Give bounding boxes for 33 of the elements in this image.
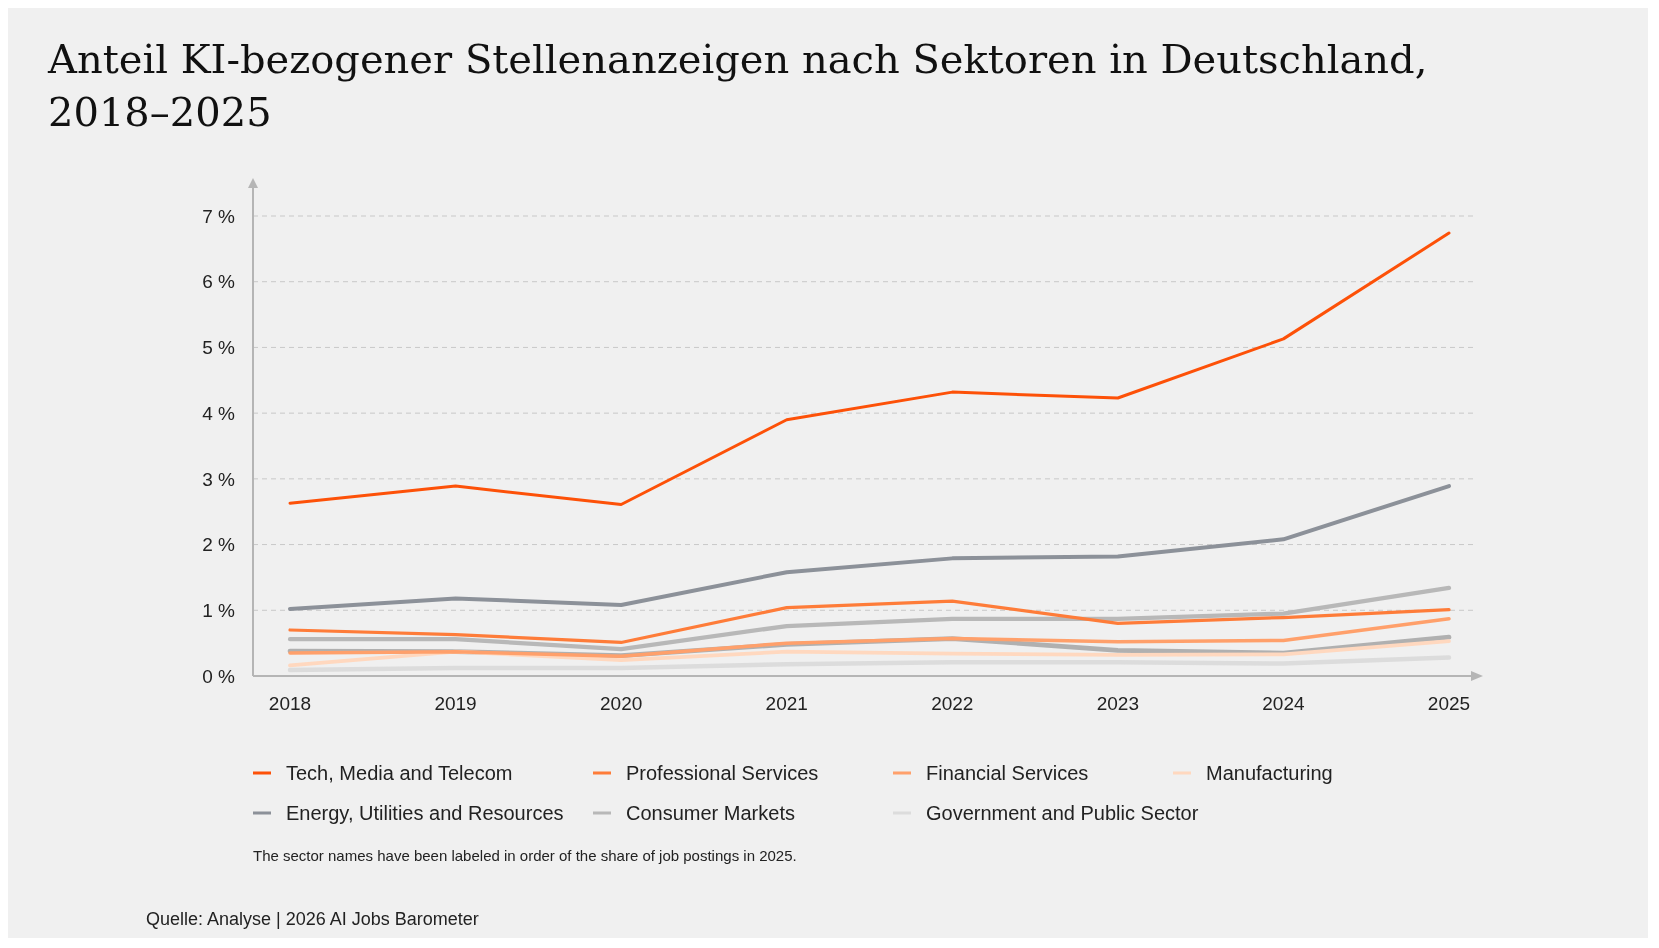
legend-label: Government and Public Sector [926,802,1199,824]
y-tick-label: 5 % [202,337,236,359]
y-tick-label: 7 % [202,205,236,227]
legend-label: Professional Services [626,762,819,784]
y-tick-label: 6 % [202,271,236,293]
x-tick-label: 2018 [268,693,312,714]
line-series [288,231,1451,506]
legend-label: Tech, Media and Telecom [286,762,513,784]
legend-label: Financial Services [926,762,1089,784]
x-tick-label: 2019 [434,693,477,714]
x-tick-label: 2024 [1262,693,1305,714]
legend-label: Consumer Markets [626,802,795,824]
line-series [287,585,1452,652]
y-tick-label: 4 % [202,402,236,424]
line-series [288,617,1451,659]
source-note: Quelle: Analyse | 2026 AI Jobs Barometer [146,909,479,929]
chart-title: Anteil KI-bezogener Stellenanzeigen nach Sektoren in Deutschland, 2018–2025 [47,36,1428,135]
y-tick-label: 2 % [202,534,236,556]
legend-label: Manufacturing [1206,762,1333,784]
text: The sector names have been labeled in order of the share of job postings in 2025. [253,847,797,864]
line-series [287,655,1452,673]
y-tick-label: 0 % [202,665,236,687]
y-tick-label: 1 % [202,599,236,621]
x-tick-label: 2023 [1096,693,1139,714]
x-tick-label: 2025 [1427,693,1471,714]
x-tick-label: 2021 [765,693,808,714]
x-tick-label: 2022 [931,693,974,714]
line-series [288,484,1451,611]
y-tick-label: 3 % [202,468,236,490]
line-series [288,599,1451,645]
legend-label: Energy, Utilities and Resources [286,802,564,824]
line-series [288,639,1451,668]
x-tick-label: 2020 [600,693,643,714]
